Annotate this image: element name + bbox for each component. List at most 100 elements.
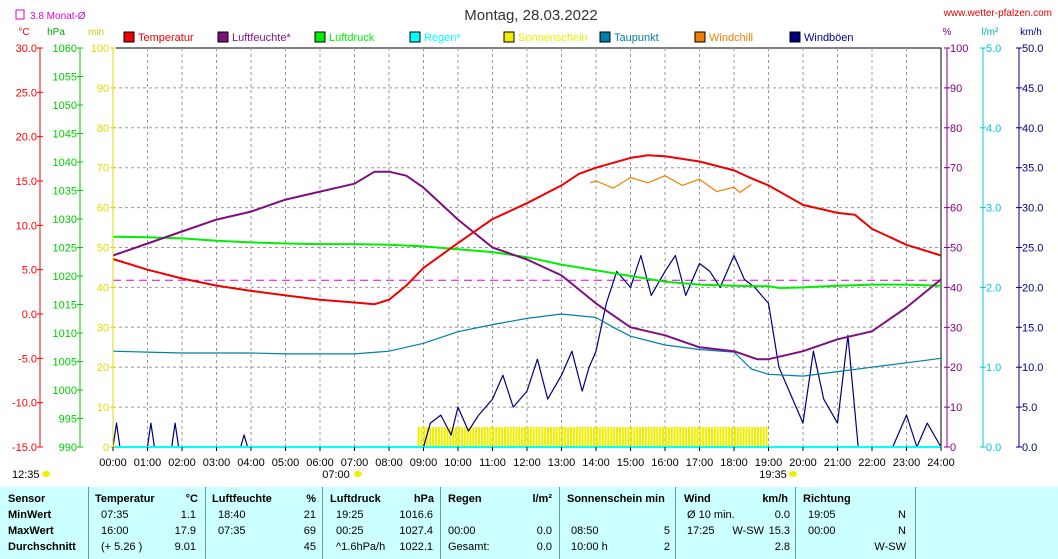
sunshine-bar: [564, 427, 567, 447]
sunshine-bar: [570, 427, 573, 447]
tick-label: 990: [59, 442, 77, 454]
sunshine-bar: [693, 427, 696, 447]
row-regen-time: Gesamt:: [448, 541, 490, 553]
sunshine-bar: [748, 427, 751, 447]
sunshine-bar: [762, 427, 765, 447]
tick-label: 70: [950, 163, 962, 175]
row-wind-val: 15.3: [768, 525, 790, 537]
row-temp-time: (+ 5.26 ): [101, 541, 143, 553]
row-hum-time: 07:35: [218, 525, 246, 537]
sunshine-bar: [696, 427, 699, 447]
monat-label: 3.8 Monat-Ø: [30, 11, 86, 22]
sunshine-bar: [518, 427, 521, 447]
row-temp-val: 17.9: [174, 525, 196, 537]
x-tick-label: 03:00: [203, 457, 231, 469]
sunshine-bar: [489, 427, 492, 447]
sunshine-bar: [417, 427, 420, 447]
sunshine-bar: [446, 427, 449, 447]
row-hum-val: 45: [303, 541, 316, 553]
series-line-taupunkt: [112, 313, 942, 377]
sunshine-bar: [699, 427, 702, 447]
sunshine-bar: [676, 427, 679, 447]
sunshine-bar: [641, 427, 644, 447]
tick-label: 50.0: [1022, 43, 1043, 55]
sunshine-bar: [728, 427, 731, 447]
unit-sunshine: min: [88, 27, 104, 38]
tick-label: 40: [950, 282, 962, 294]
sunshine-bar: [616, 427, 619, 447]
site-link[interactable]: www.wetter-pfalzen.com: [943, 8, 1052, 19]
sunshine-bar: [667, 427, 670, 447]
header-regen-unit: l/m²: [532, 493, 552, 505]
row-sun-val: 2: [663, 541, 670, 553]
sunshine-bar: [466, 427, 469, 447]
sunshine-bar: [457, 427, 460, 447]
sunshine-bar: [656, 427, 659, 447]
sunshine-bar: [555, 427, 558, 447]
tick-label: -10.0: [12, 398, 37, 410]
row-hum-time: 18:40: [218, 509, 246, 521]
sunshine-bar: [664, 427, 667, 447]
table-divider: [559, 487, 560, 559]
sunshine-bar: [486, 427, 489, 447]
row-regen-val: 0.0: [536, 541, 552, 553]
row-richt-time: 19:05: [808, 509, 836, 521]
unit-rain: l/m²: [982, 27, 999, 38]
tick-label: 60: [97, 203, 109, 215]
chart-axes: 30.0 25.0 20.0 15.0 10.0 5.0 0.0 -5.0 -10.0 -15.0…: [12, 43, 1044, 454]
header-sonnenschein: Sonnenschein min: [567, 493, 665, 505]
header-luftfeuchte: Luftfeuchte: [212, 493, 272, 505]
tick-label: 10: [97, 402, 109, 414]
row-richt-val: N: [898, 525, 906, 537]
sunshine-bar: [440, 427, 443, 447]
tick-label: 80: [97, 123, 109, 135]
tick-label: 2.0: [986, 282, 1001, 294]
header-richtung: Richtung: [803, 493, 851, 505]
row-press-val: 1027.4: [399, 525, 433, 537]
legend-swatch: [409, 31, 421, 43]
row-sun-time: 10:00 h: [571, 541, 608, 553]
row-temp-time: 16:00: [101, 525, 129, 537]
x-tick-label: 02:00: [168, 457, 196, 469]
x-tick-label: 04:00: [237, 457, 265, 469]
x-tick-label: 09:00: [410, 457, 438, 469]
sunshine-bar: [647, 427, 650, 447]
unit-wind: km/h: [1020, 27, 1042, 38]
sunshine-bar: [595, 427, 598, 447]
sunshine-bar: [524, 427, 527, 447]
tick-label: 60: [950, 203, 962, 215]
series-line-luftfeuchte: [112, 170, 942, 361]
tick-label: 5.0: [1022, 402, 1037, 414]
legend-swatch: [694, 31, 706, 43]
sunshine-bar: [756, 427, 759, 447]
sunshine-bar: [434, 427, 437, 447]
header-regen: Regen: [448, 493, 482, 505]
sunshine-bar: [572, 427, 575, 447]
sunshine-bar: [719, 427, 722, 447]
tick-label: 30.0: [1022, 203, 1043, 215]
x-tick-label: 11:00: [479, 457, 506, 469]
sunshine-bar: [532, 427, 535, 447]
x-tick-label: 17:00: [686, 457, 714, 469]
sunshine-bar: [420, 427, 423, 447]
sunshine-bar: [662, 427, 665, 447]
table-divider: [440, 487, 441, 559]
table-divider: [322, 487, 323, 559]
legend-label: Luftfeuchte*: [232, 32, 291, 44]
sunshine-bar: [567, 427, 570, 447]
sunshine-bar: [561, 427, 564, 447]
tick-label: 4.0: [986, 123, 1001, 135]
sunshine-bar: [455, 427, 458, 447]
tick-label: 20.0: [1022, 282, 1043, 294]
row-regen-time: 00:00: [448, 525, 476, 537]
header-luftdruck-unit: hPa: [413, 493, 434, 505]
sunshine-bar: [541, 427, 544, 447]
tick-label: 1005: [53, 357, 77, 369]
sunshine-bar: [512, 427, 515, 447]
tick-label: 25.0: [1022, 243, 1043, 255]
sunshine-bar: [690, 427, 693, 447]
sunshine-bar: [521, 427, 524, 447]
sunshine-bar: [633, 427, 636, 447]
sunshine-bar: [432, 427, 435, 447]
sunshine-bar: [673, 427, 676, 447]
